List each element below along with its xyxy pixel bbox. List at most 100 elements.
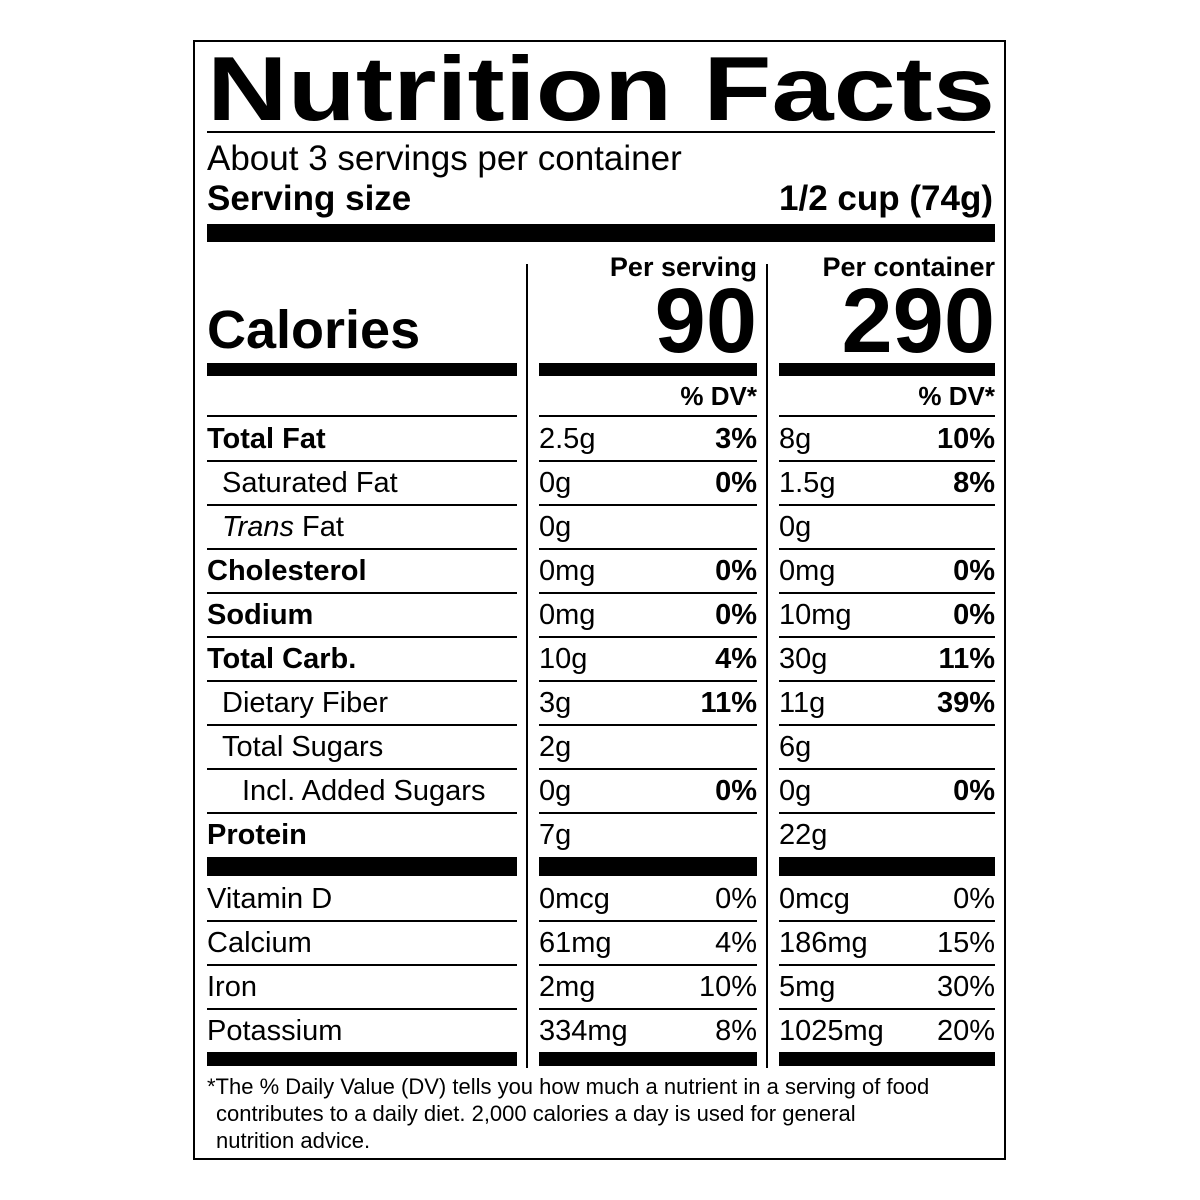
thick-bar — [207, 224, 995, 242]
daily-value: 30% — [937, 971, 995, 1003]
bar — [779, 964, 995, 966]
daily-value: 10% — [937, 423, 995, 455]
bar — [539, 768, 757, 770]
daily-value: 39% — [937, 687, 995, 719]
bar — [779, 724, 995, 726]
daily-value: 4% — [715, 927, 757, 959]
bar — [539, 548, 757, 550]
amount: 0mcg — [539, 883, 610, 915]
column-header: Per container — [822, 252, 995, 282]
daily-value: 0% — [953, 555, 995, 587]
bar — [779, 680, 995, 682]
bar — [207, 920, 517, 922]
amount: 0g — [779, 511, 811, 543]
amount: 2g — [539, 731, 571, 763]
bar — [539, 504, 757, 506]
nutrient-name: Calcium — [207, 927, 312, 959]
daily-value: 3% — [715, 423, 757, 455]
amount: 30g — [779, 643, 827, 675]
bar — [539, 724, 757, 726]
amount: 0g — [539, 775, 571, 807]
daily-value: 10% — [699, 971, 757, 1003]
amount: 0mg — [539, 599, 595, 631]
dv-header: % DV* — [918, 381, 995, 411]
daily-value: 15% — [937, 927, 995, 959]
amount: 0g — [539, 467, 571, 499]
calories-value: 90 — [655, 270, 757, 372]
bar — [539, 920, 757, 922]
amount: 22g — [779, 819, 827, 851]
daily-value: 11% — [701, 687, 758, 719]
daily-value: 0% — [953, 599, 995, 631]
bar — [207, 636, 517, 638]
bar — [207, 592, 517, 594]
bar — [539, 1008, 757, 1010]
amount: 0mg — [779, 555, 835, 587]
bar — [539, 636, 757, 638]
daily-value: 0% — [715, 775, 757, 807]
serving-size: 1/2 cup (74g) — [779, 179, 993, 218]
nutrient-name: Total Sugars — [222, 731, 383, 763]
bar — [207, 857, 517, 876]
bar — [779, 1052, 995, 1066]
daily-value: 11% — [939, 643, 996, 675]
amount: 1025mg — [779, 1015, 884, 1047]
amount: 7g — [539, 819, 571, 851]
bar — [207, 1008, 517, 1010]
nutrient-name: Dietary Fiber — [222, 687, 388, 719]
calories-label: Calories — [207, 300, 420, 360]
bar — [539, 592, 757, 594]
nutrient-name-italic: Trans — [222, 511, 294, 543]
nutrient-name: Cholesterol — [207, 555, 367, 587]
daily-value: 0% — [953, 883, 995, 915]
daily-value: 0% — [715, 599, 757, 631]
amount: 8g — [779, 423, 811, 455]
title: Nutrition Facts — [207, 39, 995, 140]
bar — [779, 592, 995, 594]
bar — [207, 548, 517, 550]
bar — [779, 636, 995, 638]
nutrient-name: Saturated Fat — [222, 467, 398, 499]
nutrient-name: Total Fat — [207, 423, 326, 455]
bar — [779, 920, 995, 922]
bar — [207, 460, 517, 462]
bar — [779, 812, 995, 814]
nutrient-name: Fat — [302, 511, 344, 543]
rule — [207, 131, 995, 133]
nutrient-name: Iron — [207, 971, 257, 1003]
nutrient-name: Incl. Added Sugars — [242, 775, 485, 807]
amount: 11g — [779, 687, 825, 719]
amount: 0g — [779, 775, 811, 807]
bar — [539, 964, 757, 966]
bar — [207, 964, 517, 966]
nutrient-name: Vitamin D — [207, 883, 332, 915]
amount: 10mg — [779, 599, 852, 631]
nutrient-name: Total Carb. — [207, 643, 356, 675]
bar — [539, 460, 757, 462]
servings: About 3 servings per container — [207, 139, 682, 178]
amount: 2mg — [539, 971, 595, 1003]
serving-size-label: Serving size — [207, 179, 411, 218]
bar — [207, 1052, 517, 1066]
daily-value: 0% — [715, 467, 757, 499]
footnote: *The % Daily Value (DV) tells you how mu… — [207, 1074, 929, 1099]
nutrient-name: Potassium — [207, 1015, 342, 1047]
bar — [207, 680, 517, 682]
bar — [207, 504, 517, 506]
amount: 1.5g — [779, 467, 835, 499]
daily-value: 4% — [715, 643, 757, 675]
bar — [539, 812, 757, 814]
bar — [779, 768, 995, 770]
column-divider — [766, 264, 768, 1068]
bar — [207, 812, 517, 814]
column-divider — [526, 264, 528, 1068]
daily-value: 8% — [715, 1015, 757, 1047]
bar — [207, 415, 517, 417]
bar — [539, 363, 757, 376]
amount: 2.5g — [539, 423, 595, 455]
bar — [779, 460, 995, 462]
nutrient-name: Sodium — [207, 599, 313, 631]
bar — [779, 857, 995, 876]
